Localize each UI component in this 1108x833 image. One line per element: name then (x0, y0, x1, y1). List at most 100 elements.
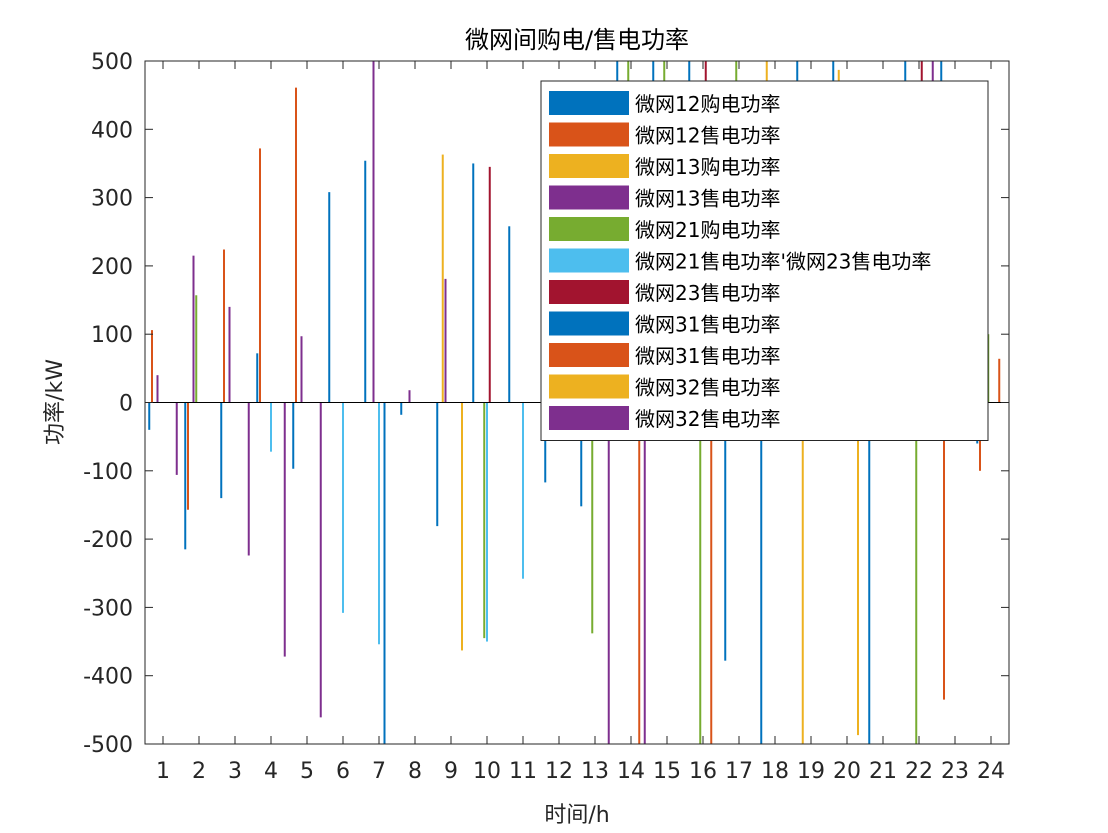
x-tick-label: 4 (264, 759, 278, 784)
x-tick-label: 11 (509, 759, 537, 784)
bar-s1-h3 (220, 402, 223, 499)
x-tick-label: 23 (941, 759, 969, 784)
bar-s1-h9 (436, 402, 439, 527)
x-tick-label: 19 (797, 759, 825, 784)
y-tick-label: 300 (91, 187, 133, 212)
x-axis-label: 时间/h (544, 803, 609, 828)
x-tick-label: 22 (905, 759, 933, 784)
bar-s2-h5 (295, 87, 297, 403)
y-tick-label: 200 (91, 255, 133, 280)
legend-swatch (549, 374, 629, 399)
bar-s1-h11 (508, 226, 511, 403)
legend-swatch (549, 122, 629, 147)
x-axis-ticks: 1 2 3 4 5 6 7 8 9 10 11 12 13 14 15 16 17 18 19 20 21 22 23 24 (156, 61, 1005, 784)
bar-s4-h2 (192, 255, 195, 403)
bar-s6-h4 (270, 402, 272, 452)
bar-s6-h10 (486, 402, 488, 642)
bar-s9-h16 (710, 402, 713, 744)
x-tick-label: 10 (473, 759, 501, 784)
legend-entry-label: 微网21售电功率'微网23售电功率 (635, 250, 931, 274)
x-tick-label: 24 (977, 759, 1005, 784)
bar-s4-h5 (300, 336, 303, 403)
x-tick-label: 1 (156, 759, 170, 784)
bar-s5-h10 (483, 402, 486, 639)
x-tick-label: 7 (372, 759, 386, 784)
legend-entry-label: 微网32售电功率 (635, 376, 780, 400)
bar-s10-h20 (857, 402, 859, 736)
bar-s6-h7 (378, 402, 380, 645)
bar-s1-h17 (724, 402, 727, 661)
bar-s1-h7 (364, 160, 367, 403)
legend-entry-label: 微网13购电功率 (635, 155, 780, 179)
legend-entry-label: 微网13售电功率 (635, 187, 780, 211)
y-tick-label: 0 (119, 392, 133, 417)
x-tick-label: 13 (581, 759, 609, 784)
y-tick-label: 500 (91, 50, 133, 75)
bar-s4-h8 (408, 390, 411, 403)
y-axis-label: 功率/kW (43, 359, 68, 445)
bar-s6-h11 (522, 402, 524, 579)
bar-s5-h22 (915, 402, 918, 744)
bar-s11-h5 (319, 402, 322, 718)
bar-s6-h6 (342, 402, 344, 613)
bar-s1-h4 (256, 353, 259, 403)
bar-s1-h6 (328, 192, 331, 403)
legend-swatch (549, 248, 629, 273)
x-tick-label: 15 (653, 759, 681, 784)
x-tick-label: 14 (617, 759, 645, 784)
bar-s11-h4 (283, 402, 286, 657)
bar-s11-h3 (247, 402, 250, 556)
y-tick-label: -200 (83, 528, 133, 553)
bar-s1-h12 (544, 402, 547, 483)
bar-s11-h13 (607, 402, 610, 744)
bar-s11-h14 (643, 402, 646, 744)
bar-s4-h7 (372, 61, 375, 403)
bar-s8-h7 (383, 402, 386, 744)
bar-s9-h24 (998, 358, 1001, 403)
legend-entry-label: 微网31售电功率 (635, 313, 780, 337)
legend-entry-label: 微网12购电功率 (635, 92, 780, 116)
bar-s5-h2 (195, 295, 198, 403)
x-tick-label: 3 (228, 759, 242, 784)
legend-entry-label: 微网32售电功率 (635, 407, 780, 431)
bar-s4-h1 (156, 375, 159, 403)
legend-swatch (549, 91, 629, 115)
bar-s1-h1 (148, 402, 151, 430)
x-tick-label: 18 (761, 759, 789, 784)
x-tick-label: 2 (192, 759, 206, 784)
x-tick-label: 16 (689, 759, 717, 784)
bar-s4-h3 (228, 306, 231, 403)
legend: 微网12购电功率微网12售电功率微网13购电功率微网13售电功率微网21购电功率… (540, 80, 989, 441)
y-tick-label: -300 (83, 596, 133, 621)
legend-entry-label: 微网31售电功率 (635, 344, 780, 368)
x-tick-label: 21 (869, 759, 897, 784)
bar-s7-h10 (488, 166, 491, 403)
x-tick-label: 5 (300, 759, 314, 784)
bar-s1-h8 (400, 402, 403, 415)
bar-s3-h19 (801, 402, 804, 744)
y-tick-label: 100 (91, 323, 133, 348)
legend-entry-label: 微网23售电功率 (635, 281, 780, 305)
bar-s4-h9 (444, 278, 447, 403)
x-tick-label: 17 (725, 759, 753, 784)
y-axis-ticks: -500 -400 -300 -200 -100 0 100 200 300 400 500 (83, 50, 1009, 758)
legend-swatch (549, 185, 629, 210)
y-tick-label: 400 (91, 118, 133, 143)
legend-swatch (549, 217, 629, 241)
bar-s2-h3 (223, 249, 225, 403)
legend-swatch (549, 280, 629, 304)
legend-swatch (549, 154, 629, 178)
bar-s5-h16 (699, 402, 702, 744)
bar-s10-h9 (461, 402, 463, 651)
x-tick-label: 12 (545, 759, 573, 784)
x-tick-label: 6 (336, 759, 350, 784)
y-tick-label: -400 (83, 665, 133, 690)
y-tick-label: -100 (83, 460, 133, 485)
bar-s1-h10 (472, 163, 475, 403)
bar-s2-h4 (259, 148, 261, 403)
bar-s1-h18 (760, 402, 763, 744)
bar-s1-h13 (580, 402, 583, 507)
x-tick-label: 20 (833, 759, 861, 784)
legend-swatch (549, 406, 629, 430)
